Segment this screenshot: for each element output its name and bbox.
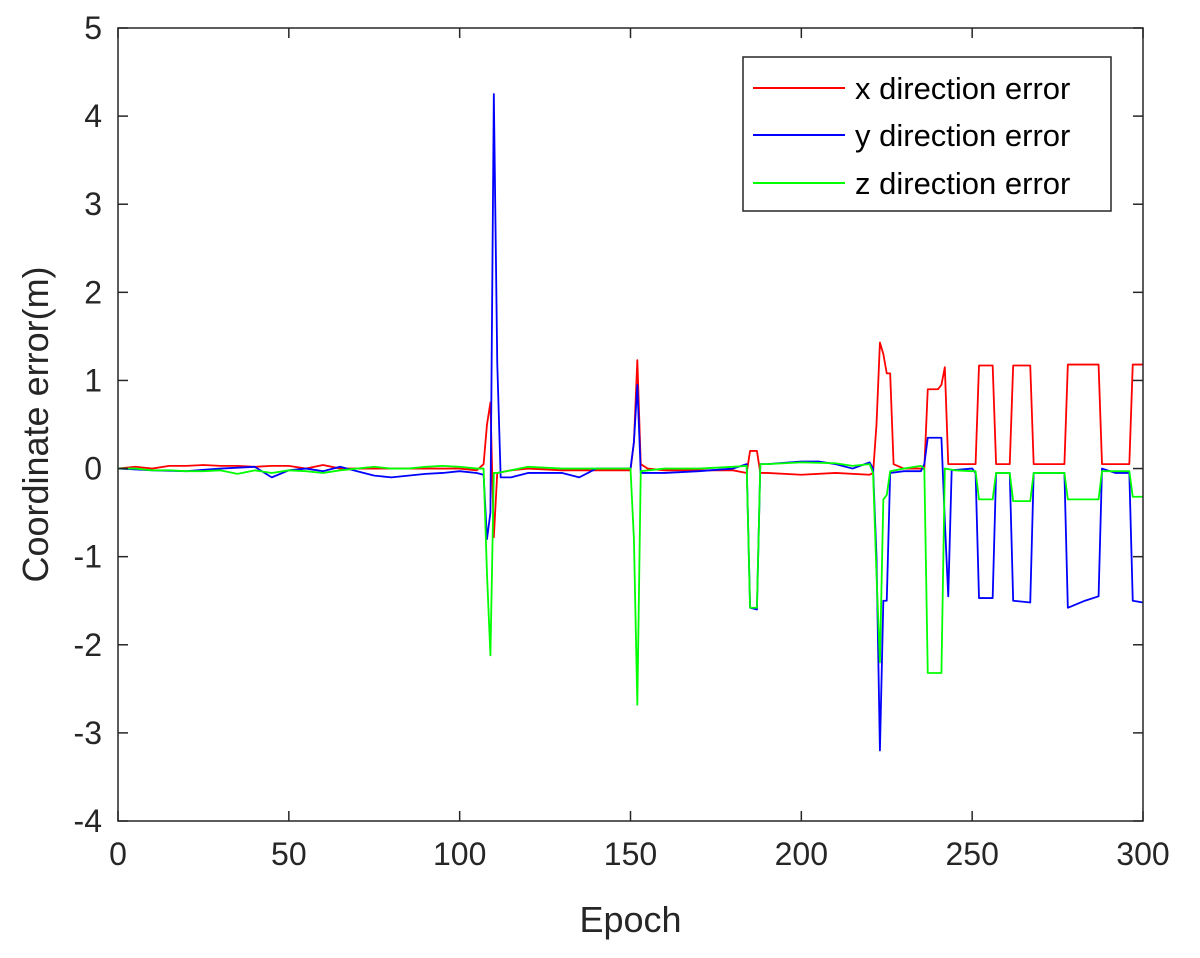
x-tick-label: 150	[604, 836, 657, 872]
ticks-layer: 0 50 100 150 200 250 300 -4 -3 -2 -1 0 1 2 3 4 5	[74, 10, 1170, 872]
y-tick-label: 2	[84, 274, 102, 310]
y-tick-label: -3	[74, 715, 102, 751]
x-tick-label: 50	[271, 836, 307, 872]
y-tick-label: 5	[84, 10, 102, 46]
x-tick-label: 100	[433, 836, 486, 872]
y-tick-label: -4	[74, 803, 102, 839]
x-tick-label: 0	[109, 836, 127, 872]
x-tick-label: 200	[775, 836, 828, 872]
x-tick-label: 250	[945, 836, 998, 872]
series-z-line	[118, 461, 1143, 706]
legend: x direction error y direction error z di…	[742, 56, 1112, 212]
legend-label-x: x direction error	[855, 71, 1070, 106]
y-axis-label: Coordinate error(m)	[15, 266, 56, 582]
y-tick-label: -1	[74, 539, 102, 575]
y-tick-label: -2	[74, 627, 102, 663]
y-tick-label: 4	[84, 98, 102, 134]
x-axis-label: Epoch	[579, 899, 681, 940]
legend-label-z: z direction error	[855, 166, 1070, 201]
y-tick-label: 0	[84, 451, 102, 487]
series-layer	[117, 93, 1144, 752]
y-tick-label: 3	[84, 186, 102, 222]
legend-label-y: y direction error	[855, 118, 1070, 153]
x-tick-label: 300	[1116, 836, 1169, 872]
y-tick-label: 1	[84, 362, 102, 398]
